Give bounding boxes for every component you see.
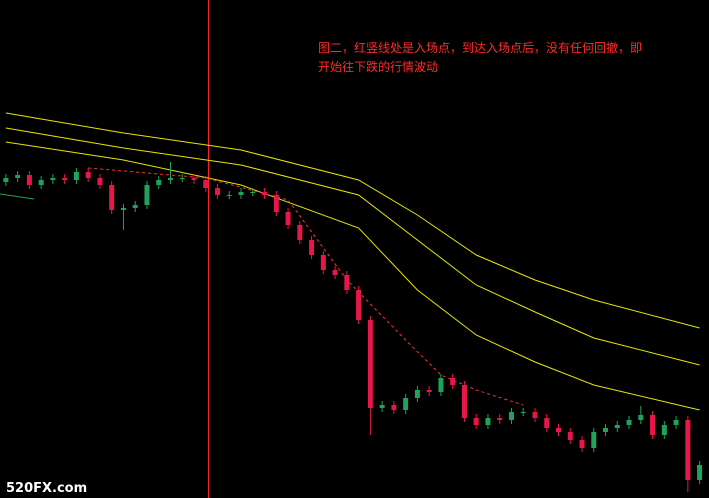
candle-body	[591, 432, 597, 448]
candle-body	[156, 180, 162, 185]
candle-body	[297, 225, 303, 240]
candle-body	[238, 192, 244, 195]
candle-body	[3, 178, 9, 182]
candle-body	[673, 420, 679, 425]
candle-body	[379, 405, 385, 408]
candle-body	[26, 175, 32, 185]
candle-body	[356, 290, 362, 320]
candle-body	[555, 428, 561, 432]
candle-body	[614, 425, 620, 428]
annotation: 图二，红竖线处是入场点，到达入场点后，没有任何回撤，即	[318, 40, 642, 55]
candle-body	[73, 172, 79, 180]
candle-body	[579, 440, 585, 448]
indicator-line	[5, 112, 700, 329]
candle-body	[344, 275, 350, 290]
candle-body	[226, 195, 232, 196]
annotation: 开始往下跌的行情波动	[318, 59, 438, 74]
candle-body	[215, 188, 221, 195]
candle-body	[603, 428, 609, 432]
candle-body	[50, 178, 56, 180]
candle-body	[626, 420, 632, 425]
candle-body	[497, 418, 503, 420]
watermark: 520FX.com	[6, 481, 87, 496]
candle-body	[38, 180, 44, 185]
candle-body	[567, 432, 573, 440]
indicator-line	[5, 141, 700, 411]
candle-body	[367, 320, 373, 408]
candle-body	[391, 405, 397, 410]
candle-body	[414, 390, 420, 398]
candle-body	[109, 185, 115, 210]
candle-body	[332, 270, 338, 275]
candle-body	[485, 418, 491, 425]
candle-body	[508, 412, 514, 420]
candle-body	[320, 255, 326, 270]
candle-body	[191, 178, 197, 180]
candle-body	[262, 192, 268, 195]
candle-body	[120, 208, 126, 210]
candle-body	[697, 465, 703, 480]
candle-body	[426, 390, 432, 392]
candle-body	[520, 412, 526, 413]
candle-body	[62, 178, 68, 180]
candle-body	[15, 175, 21, 178]
indicator-fragment	[0, 193, 35, 200]
candle-body	[450, 378, 456, 385]
candle-body	[309, 240, 315, 255]
candle-body	[438, 378, 444, 392]
candle-body	[661, 425, 667, 435]
candle-body	[473, 418, 479, 425]
candle-body	[285, 212, 291, 225]
candle-body	[650, 415, 656, 435]
candle-body	[97, 178, 103, 185]
candle-body	[544, 418, 550, 428]
candle-body	[203, 180, 209, 188]
candle-body	[250, 192, 256, 193]
candle-body	[132, 205, 138, 208]
indicator-line	[88, 167, 524, 406]
candle-body	[85, 172, 91, 178]
candle-body	[179, 178, 185, 179]
candle-body	[638, 415, 644, 420]
indicator-line	[5, 127, 700, 366]
candle-body	[532, 412, 538, 418]
candle-body	[685, 420, 691, 480]
candle-body	[167, 178, 173, 180]
candle-body	[273, 195, 279, 212]
candle-body	[144, 185, 150, 205]
candle-body	[461, 385, 467, 418]
candle-body	[403, 398, 409, 410]
